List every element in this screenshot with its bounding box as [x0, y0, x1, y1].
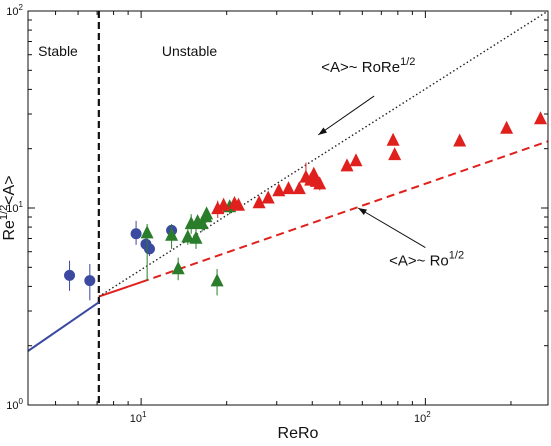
unstable-fit-red-line — [98, 281, 142, 298]
x-tick-label: 101 — [130, 410, 147, 425]
triangle-marker — [261, 190, 275, 204]
triangle-marker — [453, 133, 467, 147]
annotation-1-arrow-line — [317, 95, 375, 136]
triangle-marker — [349, 153, 363, 167]
circle-marker — [84, 275, 96, 287]
rore-half-scaling-line — [98, 10, 549, 298]
triangle-marker — [388, 147, 402, 161]
y-tick-label-base: 10 — [6, 6, 18, 18]
unstable-region-label: Unstable — [162, 43, 217, 59]
triangle-marker — [140, 225, 154, 239]
x-tick-label-exp: 1 — [142, 410, 147, 419]
data-points — [64, 111, 547, 301]
ro-half-scaling-line — [140, 140, 549, 284]
triangle-marker — [340, 158, 354, 172]
y-tick-label: 101 — [6, 200, 23, 215]
y-axis-title-base: Re — [1, 220, 18, 241]
triangle-marker — [211, 201, 225, 215]
triangle-marker — [181, 229, 195, 243]
circle-marker — [130, 228, 142, 240]
x-tick-label-exp: 2 — [426, 410, 431, 419]
annotation-text-sup: 1/2 — [449, 250, 464, 262]
triangle-marker — [189, 230, 203, 244]
circle-marker — [64, 269, 76, 281]
stable-region-label: Stable — [38, 43, 78, 59]
stable-fit-line — [27, 301, 100, 352]
x-axis-title: ReRo — [278, 425, 319, 442]
triangle-marker — [292, 181, 306, 195]
triangle-marker — [217, 197, 231, 211]
annotation-text-base: <A>~ Ro — [389, 253, 449, 270]
triangle-marker — [534, 111, 547, 125]
y-tick-label-base: 10 — [6, 400, 18, 412]
triangle-marker — [282, 181, 295, 195]
y-axis-title-tail: <A> — [1, 175, 18, 204]
triangle-marker — [386, 132, 400, 146]
triangle-marker — [171, 261, 185, 275]
triangle-marker — [232, 197, 245, 211]
y-axis-title: Re1/2<A> — [0, 175, 18, 240]
annotation-2-arrow-line — [357, 207, 426, 248]
annotation-1-text: <A>~ RoRe1/2 — [321, 56, 415, 76]
annotation-2-text: <A>~ Ro1/2 — [389, 250, 464, 270]
y-tick-label-exp: 0 — [19, 397, 24, 406]
y-tick-label-base: 10 — [6, 203, 18, 215]
y-tick-label-exp: 2 — [19, 3, 24, 12]
triangle-marker — [165, 227, 179, 241]
annotation-2-arrow-head — [358, 208, 367, 215]
y-tick-label: 100 — [6, 397, 23, 412]
x-tick-label-base: 10 — [130, 413, 142, 425]
triangle-marker — [200, 206, 214, 220]
triangle-marker — [313, 176, 327, 190]
circle-marker — [143, 243, 155, 255]
annotation-1-arrow-head — [318, 127, 327, 135]
triangle-marker — [195, 216, 209, 230]
triangle-marker — [210, 273, 224, 287]
y-tick-label-exp: 1 — [19, 200, 24, 209]
x-tick-label-base: 10 — [414, 413, 426, 425]
triangle-marker — [500, 120, 514, 134]
triangle-marker — [252, 195, 266, 209]
y-axis-title-sup: 1/2 — [0, 205, 10, 220]
annotation-text-sup: 1/2 — [400, 56, 415, 68]
triangle-marker — [272, 183, 286, 197]
annotations: <A>~ RoRe1/2<A>~ Ro1/2 — [317, 56, 464, 270]
annotation-text-base: <A>~ RoRe — [321, 59, 400, 76]
x-tick-label: 102 — [414, 410, 431, 425]
y-tick-label: 102 — [6, 3, 23, 18]
fit-lines — [27, 10, 549, 405]
